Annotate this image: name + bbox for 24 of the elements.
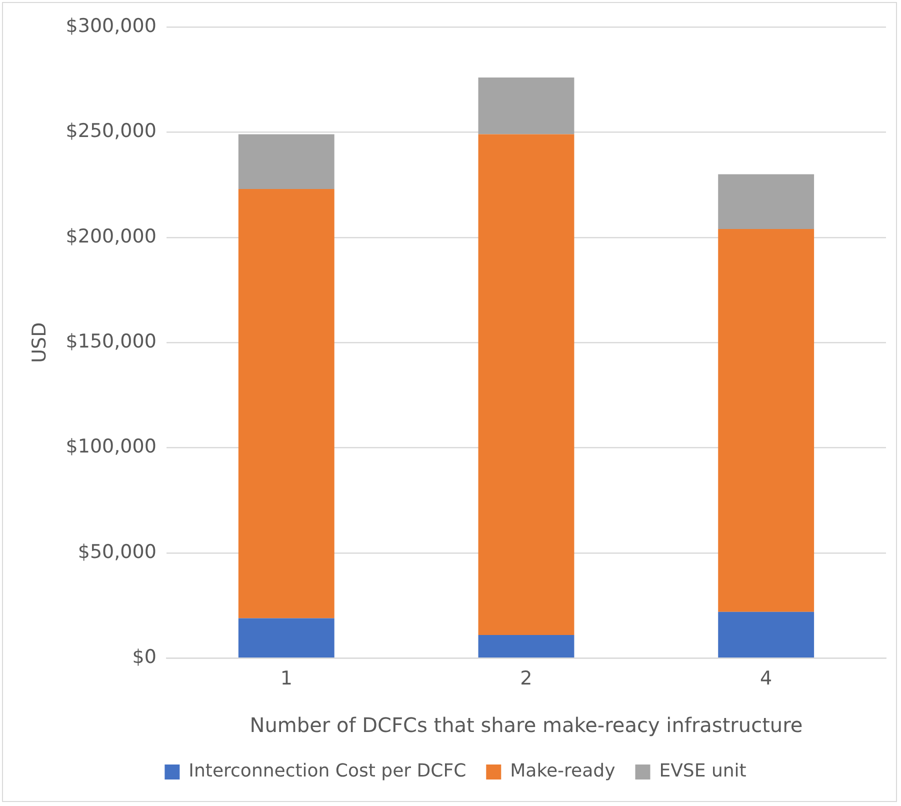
bar bbox=[478, 635, 574, 658]
y-tick-label: $50,000 bbox=[78, 540, 156, 563]
bar bbox=[718, 174, 814, 229]
y-tick-label: $0 bbox=[132, 646, 156, 668]
y-tick-label: $100,000 bbox=[66, 436, 156, 458]
legend-label: Interconnection Cost per DCFC bbox=[188, 760, 466, 782]
y-tick-label: $250,000 bbox=[66, 120, 156, 142]
bar bbox=[478, 134, 574, 636]
bar bbox=[478, 77, 574, 134]
x-tick-label: 1 bbox=[280, 668, 292, 690]
bar bbox=[238, 618, 334, 658]
bar bbox=[718, 228, 814, 612]
y-tick-label: $150,000 bbox=[66, 330, 156, 353]
x-axis-title: Number of DCFCs that share make-reacy infrastructure bbox=[250, 713, 803, 738]
bar bbox=[238, 189, 334, 618]
x-tick-label: 2 bbox=[520, 668, 532, 690]
y-tick-label: $300,000 bbox=[66, 14, 156, 37]
bar bbox=[718, 612, 814, 658]
y-axis-title: USD bbox=[28, 322, 50, 363]
x-tick-label: 4 bbox=[760, 668, 772, 690]
bar bbox=[238, 134, 334, 190]
legend-label: EVSE unit bbox=[659, 760, 746, 782]
legend-label: Make-ready bbox=[510, 760, 616, 782]
y-tick-label: $200,000 bbox=[66, 225, 156, 248]
